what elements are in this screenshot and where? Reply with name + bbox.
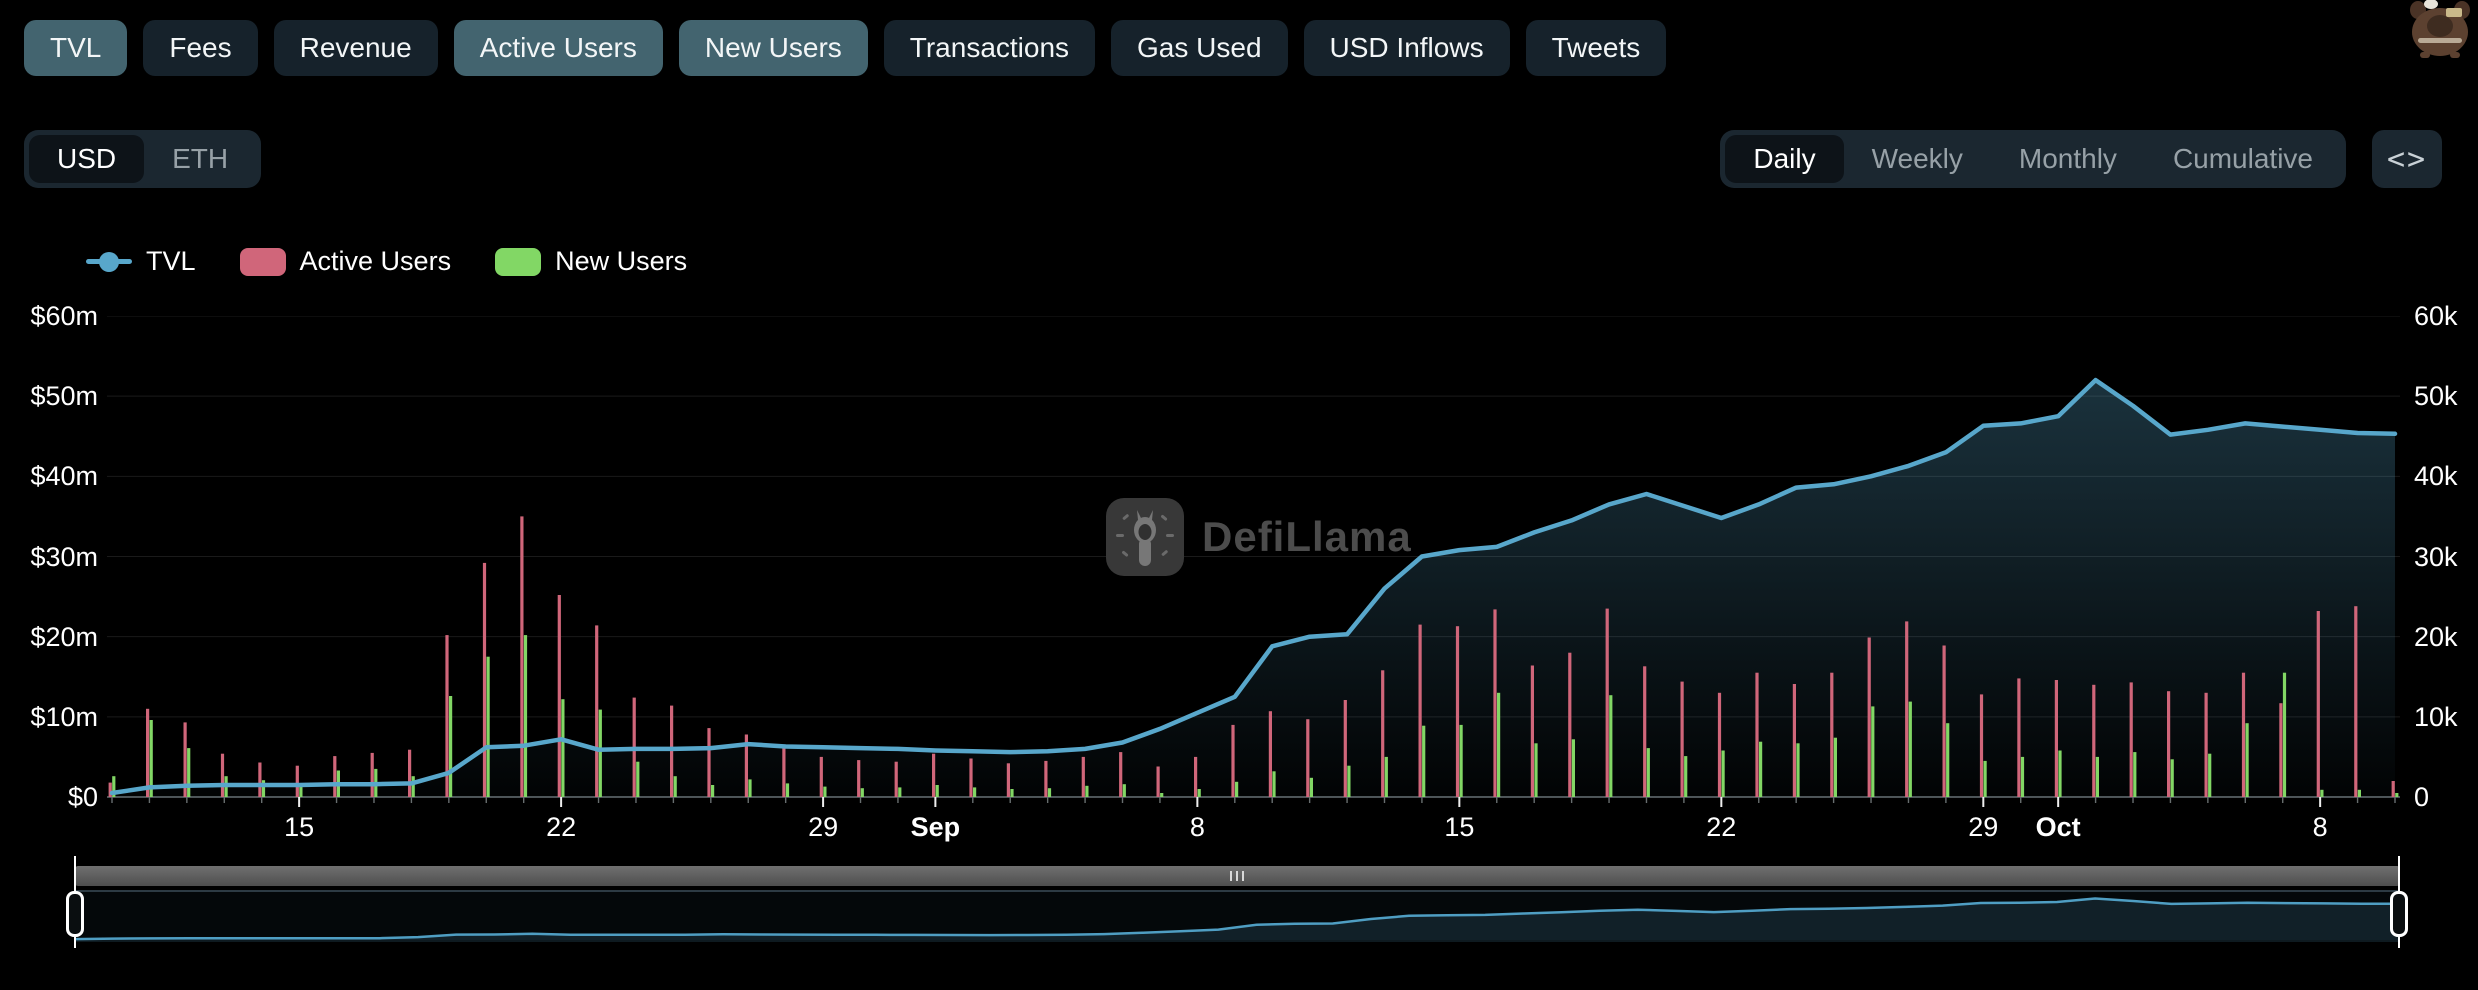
left-axis-tick: $60m (30, 301, 98, 331)
x-axis-tick: 29 (1968, 812, 1999, 842)
right-axis-tick: 50k (2414, 381, 2458, 412)
chart-legend: TVL Active Users New Users (86, 246, 687, 277)
left-axis-tick: $10m (30, 701, 98, 732)
left-axis-tick: $30m (30, 541, 98, 572)
tvl-line-marker-icon (86, 251, 132, 272)
chart-canvas[interactable] (107, 316, 2400, 818)
x-axis-tick: 8 (1189, 812, 1205, 842)
x-axis-tick: 15 (284, 812, 315, 842)
legend-item-new-users[interactable]: New Users (495, 246, 687, 277)
right-axis-tick: 30k (2414, 541, 2458, 572)
x-axis-tick: Sep (910, 812, 961, 842)
embed-code-button[interactable]: <> (2372, 130, 2442, 188)
frequency-tabs: Daily Weekly Monthly Cumulative (1720, 130, 2346, 188)
x-axis-tick: 29 (808, 812, 839, 842)
metric-button-tvl[interactable]: TVL (24, 20, 128, 76)
controls-row: USD ETH Daily Weekly Monthly Cumulative … (24, 130, 2478, 188)
navigator-scrollbar[interactable] (75, 866, 2400, 886)
navigator-handle-left[interactable] (66, 891, 84, 937)
new-users-swatch-icon (495, 247, 542, 276)
metric-button-revenue[interactable]: Revenue (273, 20, 438, 76)
left-axis-tick: $50m (30, 381, 98, 412)
defillama-logo-icon (1106, 498, 1184, 576)
legend-label-tvl: TVL (146, 246, 196, 276)
right-axis-tick: 20k (2414, 621, 2458, 652)
left-axis-tick: $20m (30, 621, 98, 652)
x-axis-tick: Oct (2035, 812, 2081, 842)
right-axis-tick: 10k (2414, 701, 2458, 732)
legend-label-new-users: New Users (555, 246, 688, 276)
x-axis-tick: 22 (546, 812, 577, 842)
right-axis-tick: 60k (2414, 301, 2458, 331)
right-axis-tick: 0 (2414, 782, 2430, 812)
legend-label-active-users: Active Users (299, 246, 452, 276)
tab-daily[interactable]: Daily (1725, 135, 1844, 183)
metric-button-new-users[interactable]: New Users (678, 20, 868, 76)
x-axis-tick: 22 (1706, 812, 1737, 842)
metric-button-active-users[interactable]: Active Users (453, 20, 663, 76)
watermark: DefiLlama (1106, 498, 1412, 576)
denom-toggle: USD ETH (24, 130, 262, 188)
metric-button-usd-inflows[interactable]: USD Inflows (1303, 20, 1510, 76)
llama-avatar[interactable] (2404, 0, 2476, 63)
scrollbar-grip-icon[interactable] (1229, 871, 1246, 881)
tab-monthly[interactable]: Monthly (1991, 135, 2145, 183)
metric-button-tweets[interactable]: Tweets (1525, 20, 1667, 76)
left-axis-tick: $0 (67, 782, 98, 812)
denom-option-eth[interactable]: ETH (144, 135, 256, 183)
denom-option-usd[interactable]: USD (29, 135, 145, 183)
metric-button-row: TVL Fees Revenue Active Users New Users … (24, 20, 1667, 76)
navigator-chart[interactable] (75, 890, 2400, 942)
metric-button-gas-used[interactable]: Gas Used (1111, 20, 1288, 76)
active-users-swatch-icon (239, 247, 286, 276)
x-axis-tick: 15 (1444, 812, 1475, 842)
watermark-text: DefiLlama (1202, 513, 1412, 560)
navigator-handle-right[interactable] (2390, 891, 2408, 937)
left-axis-tick: $40m (30, 461, 98, 492)
x-axis-tick: 8 (2312, 812, 2328, 842)
right-axis-tick: 40k (2414, 461, 2458, 492)
llama-avatar-icon (2410, 0, 2470, 58)
code-icon: <> (2386, 141, 2428, 177)
navigator-mini-chart (75, 897, 2400, 942)
tab-weekly[interactable]: Weekly (1844, 135, 1991, 183)
metric-button-fees[interactable]: Fees (143, 20, 258, 76)
metric-button-transactions[interactable]: Transactions (883, 20, 1096, 76)
legend-item-active-users[interactable]: Active Users (239, 246, 452, 277)
tvl-dot-icon (99, 251, 119, 272)
tab-cumulative[interactable]: Cumulative (2145, 135, 2341, 183)
legend-item-tvl[interactable]: TVL (86, 246, 196, 277)
